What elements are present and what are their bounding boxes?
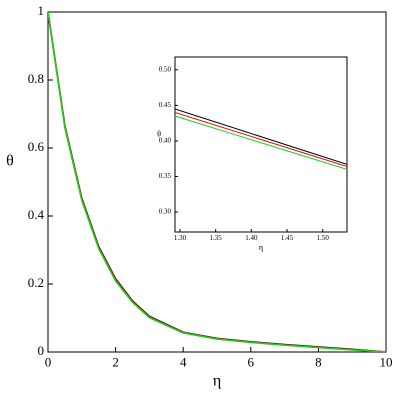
y-tick-label: 0.4 xyxy=(28,207,45,222)
y-tick-label: 0.6 xyxy=(28,139,45,154)
y-tick-label: 0 xyxy=(38,343,45,358)
x-tick-label: 1.40 xyxy=(245,234,258,242)
y-tick-label: 0.50 xyxy=(159,65,172,73)
series-line xyxy=(175,115,347,170)
x-axis-label: η xyxy=(213,373,221,390)
series-line xyxy=(175,112,347,168)
plot-area xyxy=(174,56,348,233)
y-tick-label: 0.30 xyxy=(159,208,172,216)
x-tick-label: 2 xyxy=(112,355,119,370)
y-tick-label: 0.8 xyxy=(28,71,44,86)
x-axis-label: η xyxy=(259,243,263,252)
x-tick-label: 4 xyxy=(180,355,187,370)
y-tick-label: 0.45 xyxy=(159,101,172,109)
y-tick-label: 0.2 xyxy=(28,275,44,290)
x-tick-label: 1.30 xyxy=(174,234,187,242)
x-tick-label: 0 xyxy=(45,355,52,370)
y-axis-label: θ xyxy=(6,153,14,170)
y-tick-label: 0.40 xyxy=(159,137,172,145)
series-line xyxy=(48,12,386,352)
x-tick-label: 1.35 xyxy=(210,234,223,242)
x-tick-label: 1.50 xyxy=(317,234,330,242)
y-tick-label: 0.35 xyxy=(159,172,172,180)
x-tick-label: 1.45 xyxy=(281,234,294,242)
x-tick-label: 8 xyxy=(315,355,322,370)
x-tick-label: 10 xyxy=(380,355,393,370)
x-tick-label: 6 xyxy=(248,355,255,370)
y-axis-label: θ xyxy=(157,129,161,138)
y-tick-label: 1 xyxy=(38,3,45,18)
series-line xyxy=(175,108,347,165)
